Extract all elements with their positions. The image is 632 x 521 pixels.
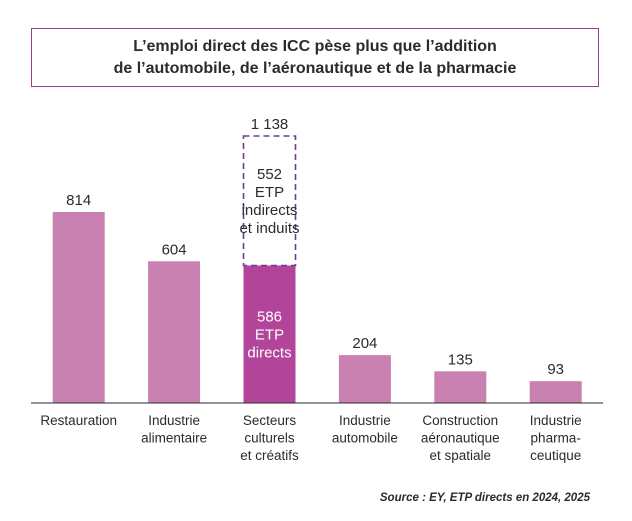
category-label-2-2: et créatifs — [240, 448, 299, 463]
bar-value-label-5: 93 — [547, 361, 564, 378]
bar-0 — [52, 212, 105, 403]
indirect-label-line-1: ETP — [255, 184, 284, 201]
direct-label-line-1: ETP — [255, 326, 284, 343]
category-label-1-1: alimentaire — [141, 431, 207, 446]
bar-5 — [529, 381, 582, 403]
category-label-4-2: et spatiale — [430, 448, 492, 463]
category-label-3-1: automobile — [332, 431, 398, 446]
bar-value-label-0: 814 — [66, 192, 91, 209]
category-label-3-0: Industrie — [339, 413, 391, 428]
category-label-1-0: Industrie — [148, 413, 200, 428]
chart-title-line-2: de l’automobile, de l’aéronautique et de… — [113, 59, 517, 77]
category-label-5-1: pharma- — [531, 431, 581, 446]
bar-value-label-1: 604 — [162, 241, 187, 258]
bar-value-label-3: 204 — [352, 335, 377, 352]
indirect-dashed-box — [242, 135, 297, 267]
category-label-4-1: aéronautique — [421, 431, 500, 446]
category-label-2-0: Secteurs — [243, 413, 297, 428]
category-label-5-2: ceutique — [530, 448, 581, 463]
bar-2 — [243, 265, 296, 403]
source-note: Source : EY, ETP directs en 2024, 2025 — [379, 492, 590, 504]
chart-title-box: L’emploi direct des ICC pèse plus que l’… — [31, 28, 599, 87]
direct-label-line-0: 586 — [257, 308, 282, 325]
indirect-label-line-0: 552 — [257, 166, 282, 183]
direct-label-line-2: directs — [247, 344, 291, 361]
category-label-5-0: Industrie — [530, 413, 582, 428]
indirect-label-line-3: et induits — [239, 220, 299, 237]
bar-3 — [338, 355, 391, 403]
category-label-0-0: Restauration — [40, 413, 117, 428]
bar-4 — [434, 371, 487, 403]
chart-title-line-1: L’emploi direct des ICC pèse plus que l’… — [133, 37, 497, 55]
total-label: 1 138 — [251, 116, 289, 133]
bar-1 — [148, 261, 201, 403]
category-label-4-0: Construction — [422, 413, 498, 428]
indirect-label-line-2: indirects — [242, 202, 298, 219]
category-label-2-1: culturels — [244, 431, 295, 446]
bar-value-label-4: 135 — [448, 351, 473, 368]
